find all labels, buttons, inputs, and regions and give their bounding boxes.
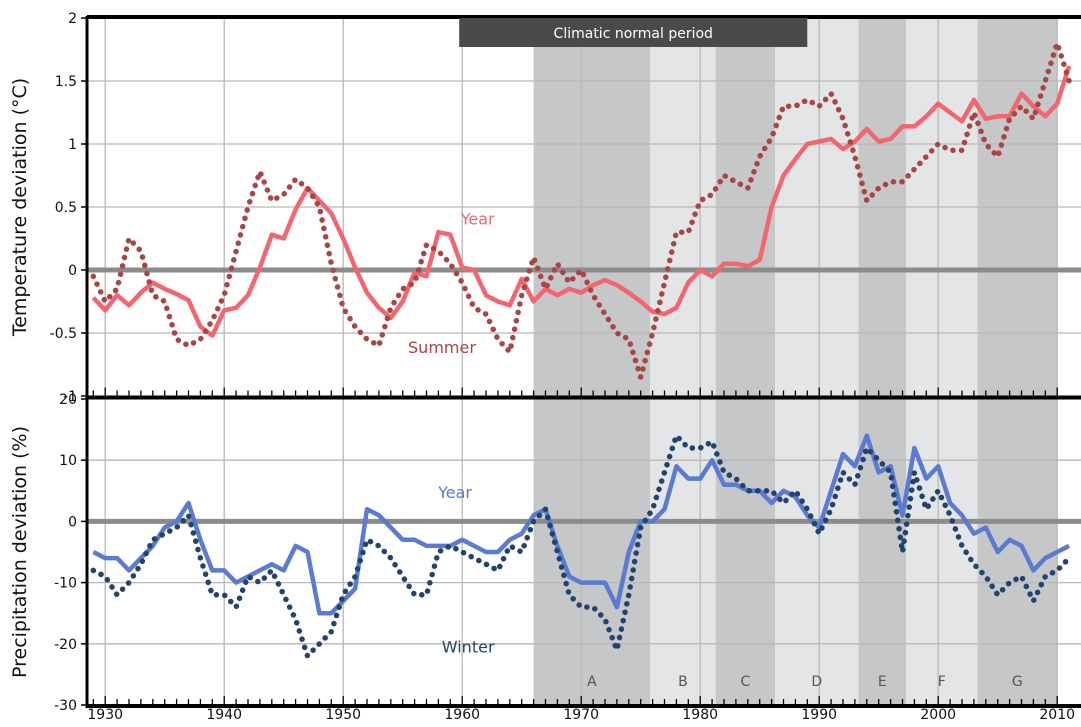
zero-lines — [87, 267, 1081, 524]
x-tick-label: 1990 — [801, 707, 837, 722]
x-tick-label: 1980 — [682, 707, 718, 722]
series-line-summer — [90, 40, 1072, 380]
chart-text: A B C D E F G 2 1.5 1 0.5 0 -0.5 -1 Year Summer Temperat… — [9, 11, 1075, 723]
y-axis-title: Precipitation deviation (%) — [9, 426, 31, 678]
period-band-d — [775, 18, 859, 705]
x-tick-label: 2000 — [920, 707, 956, 722]
series-label-year: Year — [437, 483, 472, 502]
x-tick-label: 1970 — [563, 707, 599, 722]
axes — [81, 15, 1081, 708]
x-tick-label: 2010 — [1039, 707, 1075, 722]
series-line-year — [91, 65, 1072, 338]
series-label-winter: Winter — [442, 637, 495, 656]
x-tick-label: 1960 — [444, 707, 480, 722]
period-band-c — [715, 18, 776, 705]
y-tick-label: -20 — [54, 637, 77, 653]
period-band-f — [906, 18, 978, 705]
period-label-b: B — [678, 674, 688, 690]
period-band-a — [533, 18, 651, 705]
y-tick-label: 1 — [68, 137, 77, 153]
climatic-normal-period-label: Climatic normal period — [554, 26, 713, 42]
x-tick-label: 1930 — [87, 707, 123, 722]
x-tick-label: 1940 — [206, 707, 242, 722]
period-band-b — [650, 18, 716, 705]
shaded-periods — [533, 18, 1058, 705]
grid-lines — [87, 18, 1081, 705]
y-tick-label: 1.5 — [55, 74, 77, 90]
y-tick-label: -0.5 — [50, 326, 77, 342]
period-label-c: C — [741, 674, 751, 690]
series-label-year: Year — [460, 210, 495, 229]
period-label-e: E — [878, 674, 887, 690]
y-tick-label: 2 — [68, 11, 77, 27]
climatic-normal-period-box — [459, 18, 808, 47]
period-label-d: D — [811, 674, 822, 690]
y-tick-label: 10 — [59, 453, 77, 469]
series-label-summer: Summer — [408, 338, 476, 357]
series-line-winter — [90, 432, 1072, 659]
y-tick-label: 0 — [68, 263, 77, 279]
period-label-g: G — [1012, 674, 1023, 690]
y-tick-label: 0 — [68, 514, 77, 530]
period-band-g — [977, 18, 1058, 705]
y-axis-title: Temperature deviation (°C) — [9, 78, 31, 337]
y-tick-label: -1 — [63, 389, 77, 405]
y-tick-label: -30 — [54, 698, 77, 714]
series-line-year — [92, 433, 1071, 616]
x-tick-label: 1950 — [325, 707, 361, 722]
data-series — [90, 40, 1072, 659]
y-tick-label: 0.5 — [55, 200, 77, 216]
period-label-f: F — [938, 674, 946, 690]
y-tick-label: -10 — [54, 576, 77, 592]
period-band-e — [858, 18, 907, 705]
period-label-a: A — [587, 674, 597, 690]
y-tick-label: 20 — [59, 392, 77, 408]
